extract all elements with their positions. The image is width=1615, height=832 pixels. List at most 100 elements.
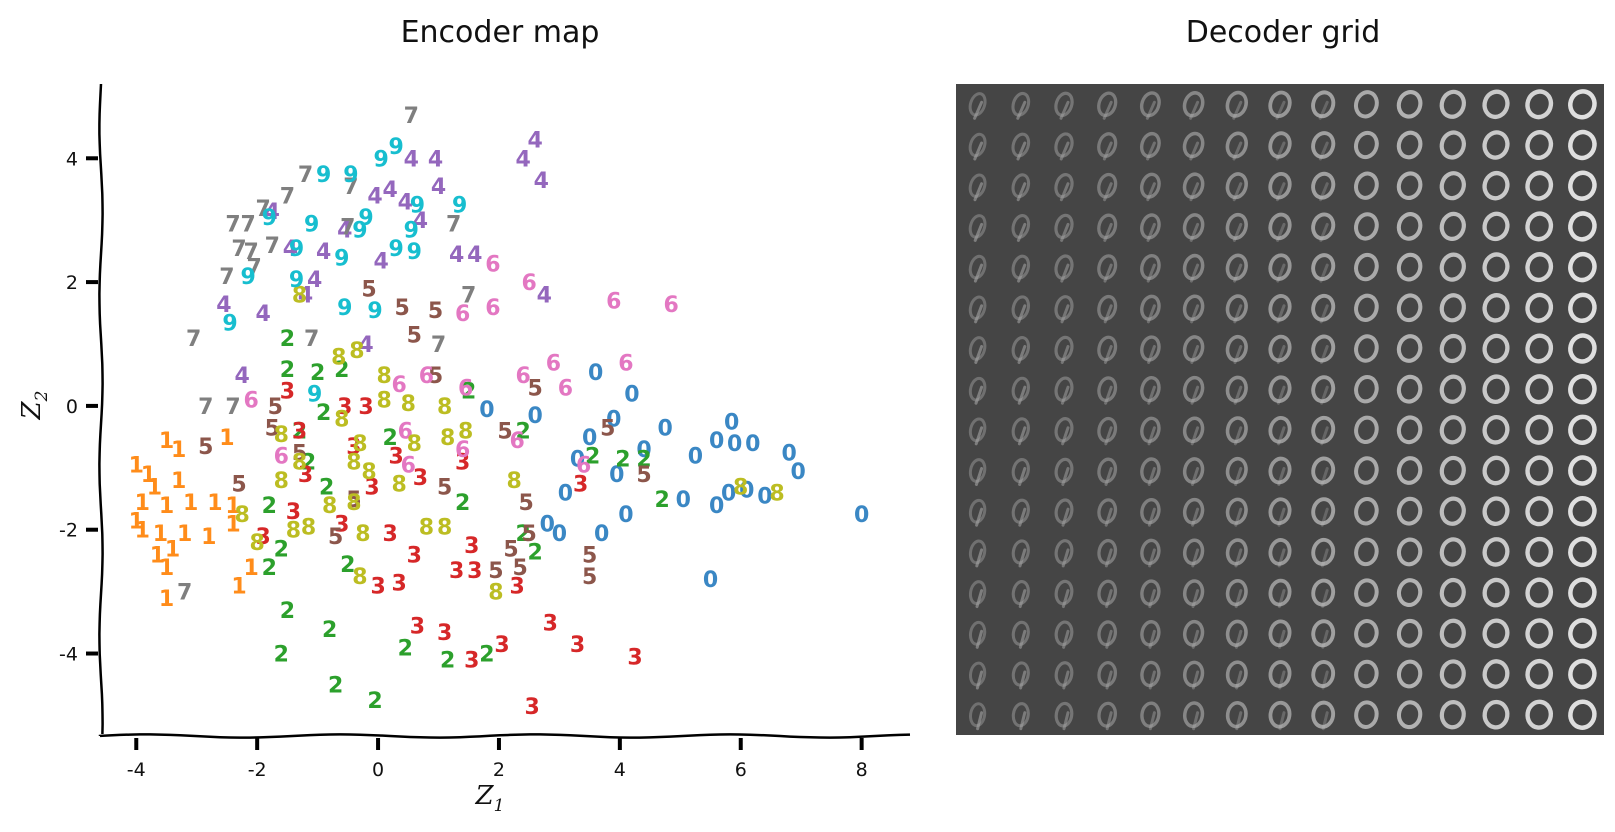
decoder-cell — [1182, 294, 1205, 324]
decoder-cell — [1482, 659, 1510, 689]
point-digit-5: 5 — [636, 463, 651, 488]
point-digit-6: 6 — [485, 296, 500, 321]
decoder-cell — [1396, 334, 1423, 363]
decoder-cell — [1568, 536, 1597, 568]
point-digit-6: 6 — [618, 352, 633, 377]
point-digit-1: 1 — [159, 587, 174, 612]
point-digit-7: 7 — [298, 163, 313, 188]
decoder-cell — [1396, 659, 1423, 689]
point-digit-7: 7 — [231, 237, 246, 262]
point-digit-0: 0 — [676, 488, 691, 513]
point-digit-7: 7 — [461, 284, 476, 309]
decoder-cell — [1011, 295, 1031, 324]
decoder-cell — [1568, 129, 1597, 161]
point-digit-3: 3 — [437, 621, 452, 646]
decoder-cell — [1182, 253, 1205, 283]
point-digit-2: 2 — [262, 556, 277, 581]
decoder-cell — [1525, 455, 1554, 486]
point-digit-3: 3 — [298, 463, 313, 488]
point-digit-4: 4 — [216, 293, 231, 318]
decoder-cell — [1054, 661, 1074, 690]
x-tick-label: -4 — [127, 759, 146, 781]
point-digit-7: 7 — [225, 395, 240, 420]
decoder-cell — [1311, 456, 1336, 486]
point-digit-3: 3 — [570, 633, 585, 658]
point-digit-8: 8 — [458, 420, 473, 445]
point-digit-3: 3 — [334, 513, 349, 538]
decoder-cell — [1525, 211, 1554, 242]
decoder-cell — [1311, 619, 1336, 649]
point-digit-4: 4 — [398, 191, 413, 216]
point-digit-1: 1 — [159, 494, 174, 519]
decoder-cell — [969, 702, 987, 731]
decoder-cell — [1439, 496, 1466, 526]
point-digit-0: 0 — [570, 448, 585, 473]
point-digit-1: 1 — [165, 537, 180, 562]
y-tick-label: 2 — [66, 272, 78, 294]
decoder-cell — [1225, 294, 1248, 324]
decoder-cell — [1482, 699, 1510, 730]
point-digit-3: 3 — [573, 472, 588, 497]
point-digit-9: 9 — [367, 299, 382, 324]
decoder-cell — [1354, 659, 1379, 689]
decoder-cell — [968, 254, 987, 283]
point-digit-0: 0 — [709, 429, 724, 454]
point-digit-7: 7 — [265, 234, 280, 259]
point-digit-1: 1 — [201, 525, 216, 550]
point-digit-3: 3 — [543, 612, 558, 637]
point-digit-2: 2 — [585, 444, 600, 469]
decoder-cell — [1097, 498, 1118, 527]
decoder-cell — [1225, 660, 1248, 690]
decoder-cell — [1054, 173, 1074, 202]
point-digit-8: 8 — [392, 472, 407, 497]
point-digit-1: 1 — [159, 556, 174, 581]
point-digit-4: 4 — [337, 219, 352, 244]
decoder-cell — [1054, 132, 1074, 161]
decoder-cell — [1568, 577, 1597, 608]
point-digit-2: 2 — [316, 401, 331, 426]
point-digit-4: 4 — [537, 284, 552, 309]
point-digit-5: 5 — [428, 299, 443, 324]
decoder-cell — [1482, 333, 1510, 364]
y-axis-label: Z2 — [17, 391, 52, 421]
point-digit-7: 7 — [280, 184, 295, 209]
decoder-cell — [1525, 292, 1554, 323]
point-digit-3: 3 — [346, 435, 361, 460]
point-digit-0: 0 — [745, 432, 760, 457]
decoder-cell — [1182, 375, 1205, 405]
point-digit-9: 9 — [337, 296, 352, 321]
point-digit-8: 8 — [401, 392, 416, 417]
point-digit-0: 0 — [594, 522, 609, 547]
decoder-cell — [1525, 496, 1554, 527]
decoder-cell — [968, 173, 987, 202]
decoder-cell — [1311, 700, 1336, 731]
point-digit-2: 2 — [515, 420, 530, 445]
point-digit-3: 3 — [337, 395, 352, 420]
decoder-cell — [1054, 213, 1074, 242]
decoder-cell — [1054, 701, 1074, 731]
point-digit-0: 0 — [582, 426, 597, 451]
point-digit-1: 1 — [147, 475, 162, 500]
decoder-grid: Decoder grid — [956, 15, 1604, 735]
decoder-cell — [1140, 376, 1161, 405]
point-digit-2: 2 — [280, 599, 295, 624]
decoder-cell — [1311, 578, 1336, 609]
y-tick-label: 0 — [66, 396, 78, 418]
decoder-cell — [1011, 580, 1030, 609]
decoder-cell — [1439, 171, 1466, 201]
decoder-cell — [1354, 252, 1379, 282]
decoder-cell — [1011, 702, 1030, 731]
decoder-cell — [1139, 172, 1161, 202]
point-digit-1: 1 — [231, 574, 246, 599]
decoder-cell — [1182, 660, 1205, 690]
point-digit-5: 5 — [582, 565, 597, 590]
decoder-cell — [1097, 172, 1118, 202]
decoder-cell — [968, 458, 987, 486]
decoder-cell — [1354, 212, 1379, 241]
point-digit-2: 2 — [398, 636, 413, 661]
decoder-cell — [1097, 91, 1118, 120]
decoder-cell — [1525, 374, 1554, 405]
decoder-cell — [1482, 89, 1510, 120]
decoder-cell — [968, 92, 987, 120]
